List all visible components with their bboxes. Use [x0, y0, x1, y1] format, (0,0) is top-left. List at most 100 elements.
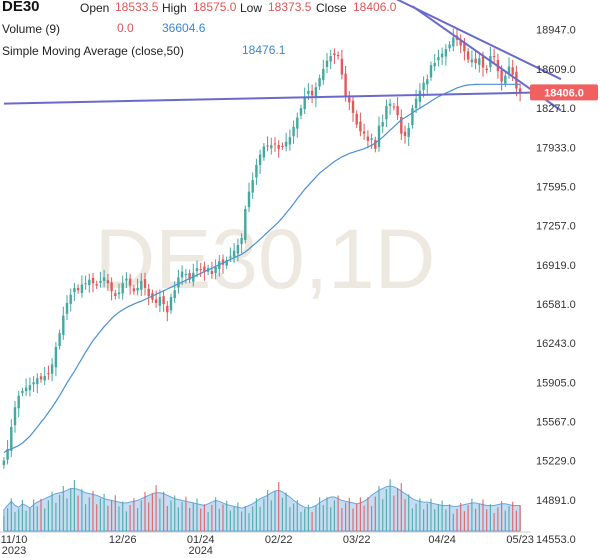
volume-bar: [437, 504, 439, 531]
volume-bar: [55, 502, 57, 531]
volume-bar: [88, 497, 90, 531]
volume-bar: [486, 509, 488, 531]
sma-layer: [3, 83, 521, 454]
volume-bar: [40, 498, 42, 531]
volume-bar: [423, 509, 425, 531]
candle: [58, 329, 61, 350]
candle-body: [154, 299, 158, 303]
candle: [329, 49, 332, 70]
volume-bar: [148, 502, 150, 531]
y-tick-label: 18609.0: [536, 64, 576, 76]
candle-body: [203, 266, 206, 272]
volume-bar: [51, 491, 53, 531]
volume-bar: [233, 506, 235, 531]
volume-bar: [163, 491, 165, 531]
x-tick-sublabel: 2023: [2, 545, 26, 557]
volume-bar: [207, 512, 209, 531]
candle: [359, 112, 362, 137]
sma50-line: [3, 83, 521, 454]
candle-body: [377, 125, 381, 147]
candle: [396, 97, 399, 120]
candle: [47, 365, 50, 380]
candle-body: [50, 364, 54, 374]
candle-body: [433, 63, 436, 67]
x-tick-label: 01/24: [187, 534, 215, 546]
volume-bar: [452, 513, 454, 531]
volume-bar: [259, 506, 261, 531]
candle: [266, 136, 269, 152]
volume-bar: [59, 494, 61, 531]
volume-bar: [508, 506, 510, 531]
candle-body: [173, 290, 176, 299]
candle-body: [381, 122, 384, 127]
volume-bar: [85, 504, 87, 531]
candle: [143, 272, 147, 296]
volume-bar: [345, 502, 347, 531]
volume-bar: [47, 500, 49, 531]
volume-bar: [177, 507, 179, 531]
candle: [76, 284, 80, 294]
volume-bar: [300, 511, 302, 531]
volume-bar: [181, 501, 183, 531]
candle-body: [303, 96, 306, 110]
volume-bar: [330, 507, 332, 531]
candle: [166, 301, 169, 322]
x-tick-sublabel: 2024: [188, 545, 212, 557]
y-tick-label: 15567.0: [536, 417, 576, 429]
candle: [411, 104, 414, 129]
candle: [429, 61, 433, 81]
trendline-channel-upper: [396, 0, 562, 81]
candle: [65, 295, 69, 321]
open-value: 18533.5: [115, 0, 159, 14]
candle: [466, 47, 470, 63]
volume-bar: [415, 503, 417, 531]
candle-body: [266, 145, 269, 147]
candle-body: [114, 293, 117, 296]
candle: [236, 238, 240, 262]
volume-bar: [14, 511, 16, 531]
volume-bar: [222, 504, 224, 531]
candle-body: [32, 382, 35, 385]
volume-bar: [73, 480, 75, 531]
candle-body: [188, 273, 191, 280]
candle-body: [273, 143, 277, 145]
volume-bar: [274, 491, 276, 531]
candle-body: [370, 138, 373, 140]
volume-bar: [371, 506, 373, 531]
candle: [333, 48, 336, 64]
volume-bar: [359, 497, 361, 531]
candle: [437, 49, 440, 67]
volume-bar: [70, 488, 72, 531]
candle-body: [478, 58, 481, 65]
candle-body: [355, 113, 358, 125]
volume-bar: [393, 495, 395, 531]
low-value: 18373.5: [268, 0, 312, 14]
candle: [507, 57, 511, 79]
candle: [84, 275, 87, 290]
candle-body: [132, 288, 136, 292]
candle: [444, 44, 448, 66]
candle-body: [65, 302, 69, 314]
candle-body: [140, 280, 143, 290]
candle: [377, 116, 381, 152]
candle-body: [407, 127, 410, 137]
candle: [232, 243, 236, 263]
candle-body: [147, 288, 150, 296]
candle: [121, 275, 124, 300]
candle: [273, 137, 277, 152]
volume-bar: [122, 501, 124, 531]
volume-bar: [471, 498, 473, 531]
candle-body: [344, 73, 347, 96]
volume-bar: [337, 495, 339, 531]
candle: [125, 272, 128, 289]
y-tick-label: 14553.0: [536, 534, 576, 546]
candle: [24, 378, 28, 396]
candle: [140, 273, 143, 296]
volume-bar: [356, 503, 358, 531]
candle: [225, 256, 228, 270]
candle: [21, 387, 24, 397]
volume-bar: [248, 513, 250, 531]
candle-body: [13, 407, 17, 426]
